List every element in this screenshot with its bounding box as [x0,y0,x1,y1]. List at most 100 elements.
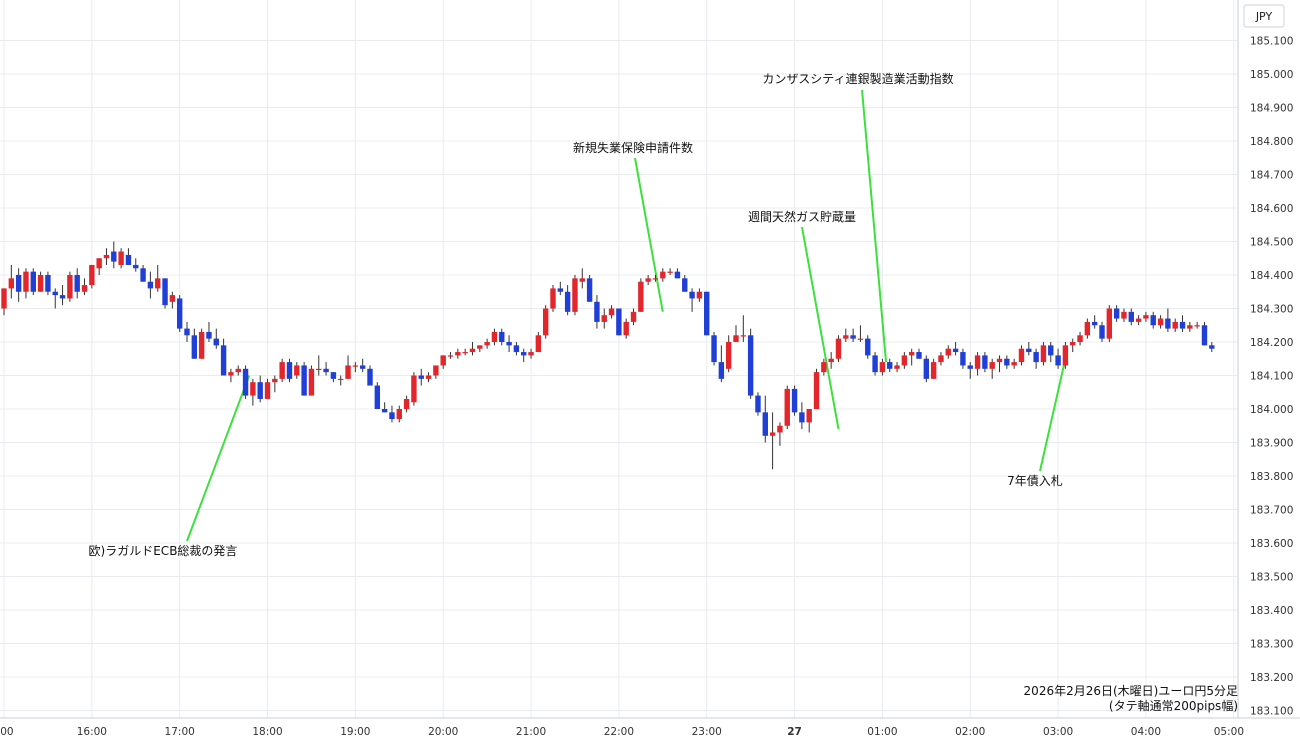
y-tick-label: 183.600 [1250,538,1293,550]
candle [484,338,490,349]
candle-body [228,372,234,376]
x-tick-label: 22:00 [604,726,634,738]
candle [323,362,329,376]
candle [594,295,600,329]
candle-body [316,368,322,370]
candle [513,342,520,356]
candle-body [59,295,66,299]
candle [872,352,878,376]
candle-body [125,254,132,265]
candle-body [850,335,856,339]
candle [89,264,95,289]
x-tick-label: 04:00 [1131,726,1161,738]
candle [316,355,322,376]
candle-body [799,412,805,423]
annotation-label: カンザスシティ連銀製造業活動指数 [762,71,953,86]
candle-body [345,365,351,379]
candle-body [689,291,695,299]
candle-body [155,278,161,289]
candle-body [491,331,498,342]
candle-body [469,348,476,353]
candle [1091,315,1098,329]
candle [169,291,176,309]
candle-body [52,291,58,296]
candle [111,241,117,269]
candle [535,331,542,353]
candle-body [791,388,798,413]
candle [528,348,534,359]
candle-body [338,378,344,381]
x-tick-label: 27 [787,726,802,738]
candle-body [1,288,7,309]
candle-body [235,368,241,373]
candle [23,268,29,299]
y-tick-label: 184.300 [1250,304,1293,316]
candle [586,275,593,302]
candle-body [989,362,995,369]
candle [1121,308,1127,322]
x-tick-label: 05:00 [1214,726,1244,738]
candle [923,355,930,383]
candle-body [865,338,871,356]
candle-body [652,278,659,280]
x-tick-label: 5:00 [0,726,14,738]
candle-body [411,375,417,403]
candle-body [901,355,908,366]
annotation-line [1039,358,1067,472]
candle-body [1040,345,1047,363]
candle-body [682,278,688,292]
candle-body [162,278,168,306]
candle-body [81,285,88,292]
candle-body [359,365,366,369]
candle [411,372,417,406]
candle [1033,348,1039,369]
candle-body [938,355,944,363]
annotation-line [801,226,840,430]
candle [301,362,307,396]
candle [352,362,359,373]
candle [843,328,849,342]
candle [579,268,585,289]
candle [974,352,981,376]
candle [1106,305,1113,342]
candle [140,264,146,282]
candle [359,358,366,373]
candle [15,268,22,302]
candle-body [1135,318,1142,322]
candle [908,348,915,366]
candle [879,358,886,376]
candle-body [777,425,783,433]
candle-body [645,278,651,282]
candle-body [806,409,812,423]
candle [147,271,154,299]
candle-body [660,271,666,279]
y-tick-label: 183.400 [1250,605,1293,617]
candle [155,264,161,292]
x-tick-labels: 5:00 16:00 17:00 18:00 19:00 20:00 21:00 22:00 2… [0,726,1244,738]
candle-body [1157,318,1164,326]
candle [550,285,556,312]
caption-line-2: (タテ軸通常200pips幅) [1109,698,1238,713]
candle [81,278,88,296]
candle-body [279,362,285,379]
candle [930,358,937,379]
x-tick-label: 01:00 [867,726,897,738]
candle-body [916,352,922,359]
candle-body [1070,342,1076,346]
candle-body [433,365,439,376]
candle-body [857,338,864,340]
y-tick-label: 184.900 [1250,103,1293,115]
candle [696,288,703,302]
candle [433,365,439,379]
candle-body [184,328,190,336]
candle-body [440,355,446,366]
candle-body [769,432,776,436]
candle-body [425,375,432,379]
candle [777,422,783,446]
candle [616,308,622,336]
candle-body [1011,362,1017,366]
y-tick-label: 184.600 [1250,203,1293,215]
candle-body [974,355,981,369]
candle [1040,342,1047,366]
